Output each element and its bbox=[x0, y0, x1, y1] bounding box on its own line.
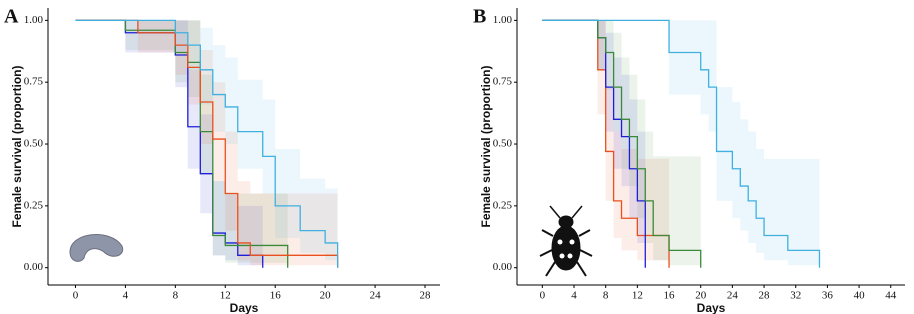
y-tick-label: 0.00 bbox=[493, 261, 513, 273]
x-tick-label: 20 bbox=[695, 290, 707, 302]
y-tick-label: 0.25 bbox=[24, 199, 44, 211]
x-tick-label: 20 bbox=[320, 290, 332, 302]
x-tick-label: 0 bbox=[540, 290, 546, 302]
x-tick-label: 28 bbox=[420, 290, 432, 302]
x-tick-label: 28 bbox=[759, 290, 771, 302]
y-axis-title: Female survival (proportion) bbox=[479, 65, 493, 227]
x-tick-label: 16 bbox=[664, 290, 676, 302]
x-tick-label: 12 bbox=[632, 290, 643, 302]
x-axis-title: Days bbox=[697, 301, 726, 314]
y-axis-title: Female survival (proportion) bbox=[10, 65, 24, 227]
x-tick-label: 24 bbox=[727, 290, 739, 302]
y-tick-label: 1.00 bbox=[24, 14, 44, 26]
y-tick-label: 0.50 bbox=[24, 138, 44, 150]
y-tick-label: 0.00 bbox=[24, 261, 44, 273]
x-tick-label: 0 bbox=[73, 290, 79, 302]
y-tick-label: 0.25 bbox=[493, 199, 513, 211]
x-tick-label: 8 bbox=[603, 290, 609, 302]
y-tick-label: 0.75 bbox=[24, 76, 44, 88]
panel-label: B bbox=[473, 6, 486, 28]
x-tick-label: 12 bbox=[220, 290, 231, 302]
larva-icon bbox=[70, 235, 123, 262]
bands bbox=[75, 20, 337, 267]
x-tick-label: 32 bbox=[790, 290, 801, 302]
x-tick-label: 4 bbox=[571, 290, 577, 302]
figure: 0.00 0.25 0.50 0.75 1.00 0 4 8 12 16 20 24 28 Days Fem… bbox=[0, 0, 914, 314]
x-tick-label: 16 bbox=[270, 290, 282, 302]
x-tick-label: 8 bbox=[173, 290, 179, 302]
x-tick-label: 40 bbox=[854, 290, 866, 302]
x-tick-label: 24 bbox=[370, 290, 382, 302]
y-tick-label: 0.50 bbox=[493, 138, 513, 150]
beetle-icon bbox=[540, 206, 592, 276]
x-tick-label: 44 bbox=[885, 290, 897, 302]
x-tick-label: 4 bbox=[123, 290, 129, 302]
x-axis-title: Days bbox=[230, 301, 259, 314]
x-tick-label: 36 bbox=[822, 290, 834, 302]
panel-label: A bbox=[4, 6, 19, 28]
y-tick-label: 0.75 bbox=[493, 76, 513, 88]
y-tick-label: 1.00 bbox=[493, 14, 513, 26]
bands bbox=[542, 20, 819, 267]
